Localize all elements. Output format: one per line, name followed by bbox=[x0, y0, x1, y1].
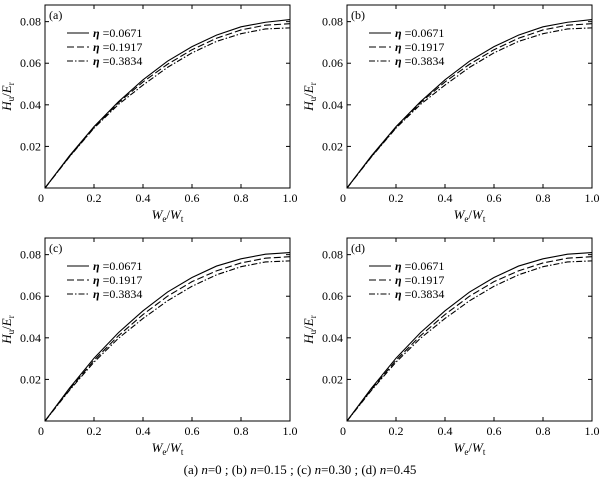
x-tick-label: 0 bbox=[340, 424, 346, 438]
chart-panel-b: 0 0.2 0.4 0.6 0.8 1.0 0.02 0.04 0.06 0.08 We/Wt Hu/… bbox=[301, 4, 600, 224]
legend-item: η =0.0671 bbox=[395, 259, 444, 273]
series-line-dashdot bbox=[346, 260, 593, 422]
y-tick-label: 0.04 bbox=[20, 331, 41, 345]
x-tick-label: 0.2 bbox=[389, 191, 404, 205]
plot-frame bbox=[44, 4, 291, 189]
y-tick-label: 0.06 bbox=[322, 56, 343, 70]
y-tick-label: 0.04 bbox=[20, 98, 41, 112]
x-tick-label: 0.6 bbox=[487, 424, 502, 438]
chart-panel-c: 0 0.2 0.4 0.6 0.8 1.0 0.02 0.04 0.06 0.08 We/Wt Hu/… bbox=[0, 237, 298, 457]
series-line-dash bbox=[44, 256, 291, 422]
x-tick-label: 0.4 bbox=[136, 424, 151, 438]
series-line-solid bbox=[346, 19, 593, 189]
x-tick-label: 0.4 bbox=[136, 191, 151, 205]
plot-frame bbox=[346, 4, 593, 189]
x-axis-label: We/Wt bbox=[152, 207, 184, 224]
y-tick-label: 0.02 bbox=[322, 372, 343, 386]
x-tick-label: 0.4 bbox=[438, 191, 453, 205]
y-tick-label: 0.02 bbox=[322, 139, 343, 153]
series-line-dashdot bbox=[44, 260, 291, 422]
series-line-dash bbox=[44, 23, 291, 189]
x-tick-label: 0.2 bbox=[87, 424, 102, 438]
legend-item: η =0.0671 bbox=[395, 26, 444, 40]
series-line-solid bbox=[346, 252, 593, 422]
x-tick-label: 0.6 bbox=[185, 191, 200, 205]
legend-item: η =0.0671 bbox=[93, 259, 142, 273]
legend-item: η =0.1917 bbox=[395, 40, 444, 54]
x-tick-label: 0.8 bbox=[536, 424, 551, 438]
y-axis-label: Hu/Er bbox=[0, 315, 16, 344]
series-line-solid bbox=[44, 19, 291, 189]
chart-panel-a: 0 0.2 0.4 0.6 0.8 1.0 0.02 0.04 0.06 0.08 We/Wt Hu/… bbox=[0, 4, 298, 224]
x-axis-label: We/Wt bbox=[454, 207, 486, 224]
x-tick-label: 0.2 bbox=[389, 424, 404, 438]
x-axis-label: We/Wt bbox=[454, 440, 486, 457]
caption-panel-a: (a) n=0 bbox=[183, 462, 222, 477]
plot-frame bbox=[44, 237, 291, 422]
panel-label: (c) bbox=[49, 241, 62, 255]
series-line-dashdot bbox=[44, 27, 291, 189]
x-tick-label: 0.6 bbox=[487, 191, 502, 205]
legend-item: η =0.3834 bbox=[93, 54, 142, 68]
series-line-dash bbox=[346, 23, 593, 189]
series-line-dash bbox=[346, 256, 593, 422]
y-axis-label: Hu/Er bbox=[301, 82, 318, 111]
x-tick-label: 0.4 bbox=[438, 424, 453, 438]
y-axis-label: Hu/Er bbox=[301, 315, 318, 344]
y-tick-label: 0.02 bbox=[20, 139, 41, 153]
legend-item: η =0.0671 bbox=[93, 26, 142, 40]
legend-item: η =0.3834 bbox=[395, 287, 444, 301]
chart-panel-d: 0 0.2 0.4 0.6 0.8 1.0 0.02 0.04 0.06 0.08 We/Wt Hu/… bbox=[301, 237, 600, 457]
series-line-dashdot bbox=[346, 27, 593, 189]
figure: 0 0.2 0.4 0.6 0.8 1.0 0.02 0.04 0.06 0.08 We/Wt Hu/… bbox=[0, 4, 600, 457]
x-tick-label: 1.0 bbox=[585, 424, 600, 438]
y-tick-label: 0.06 bbox=[20, 289, 41, 303]
x-tick-label: 1.0 bbox=[283, 424, 298, 438]
y-tick-label: 0.08 bbox=[20, 248, 41, 262]
legend-item: η =0.3834 bbox=[93, 287, 142, 301]
y-tick-label: 0.06 bbox=[322, 289, 343, 303]
x-tick-label: 0 bbox=[340, 191, 346, 205]
legend-item: η =0.3834 bbox=[395, 54, 444, 68]
legend-item: η =0.1917 bbox=[93, 40, 142, 54]
panel-label: (b) bbox=[351, 8, 365, 22]
x-tick-label: 1.0 bbox=[585, 191, 600, 205]
x-tick-label: 0 bbox=[38, 424, 44, 438]
y-axis-label: Hu/Er bbox=[0, 82, 16, 111]
figure-caption: (a) n=0 ; (b) n=0.15 ; (c) n=0.30 ; (d) … bbox=[183, 462, 417, 477]
y-tick-label: 0.08 bbox=[322, 248, 343, 262]
caption-panel-c: (c) n=0.30 bbox=[296, 462, 352, 477]
x-tick-label: 1.0 bbox=[283, 191, 298, 205]
x-tick-label: 0.8 bbox=[234, 191, 249, 205]
legend-item: η =0.1917 bbox=[395, 273, 444, 287]
y-tick-label: 0.02 bbox=[20, 372, 41, 386]
x-tick-label: 0.6 bbox=[185, 424, 200, 438]
plot-frame bbox=[346, 237, 593, 422]
y-tick-label: 0.04 bbox=[322, 331, 343, 345]
panel-label: (d) bbox=[351, 241, 365, 255]
caption-panel-b: (b) n=0.15 bbox=[231, 462, 287, 477]
x-tick-label: 0 bbox=[38, 191, 44, 205]
x-tick-label: 0.8 bbox=[234, 424, 249, 438]
x-tick-label: 0.8 bbox=[536, 191, 551, 205]
y-tick-label: 0.06 bbox=[20, 56, 41, 70]
y-tick-label: 0.04 bbox=[322, 98, 343, 112]
x-axis-label: We/Wt bbox=[152, 440, 184, 457]
panel-label: (a) bbox=[49, 8, 62, 22]
legend-item: η =0.1917 bbox=[93, 273, 142, 287]
x-tick-label: 0.2 bbox=[87, 191, 102, 205]
y-tick-label: 0.08 bbox=[20, 15, 41, 29]
series-line-solid bbox=[44, 252, 291, 422]
caption-panel-d: (d) n=0.45 bbox=[361, 462, 417, 477]
y-tick-label: 0.08 bbox=[322, 15, 343, 29]
